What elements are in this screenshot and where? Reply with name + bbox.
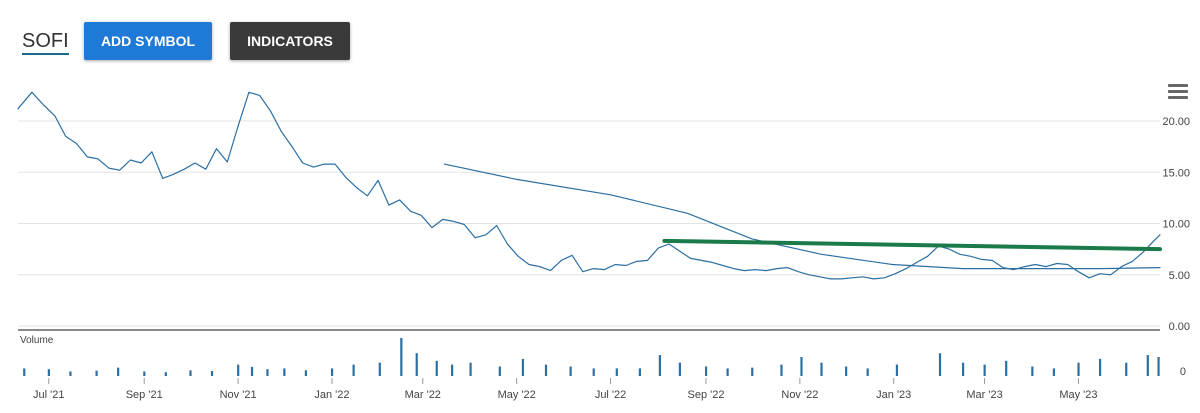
volume-bar: [726, 368, 729, 376]
volume-bar: [143, 371, 146, 376]
volume-bar: [415, 353, 418, 376]
volume-bar: [780, 364, 783, 376]
volume-bar: [451, 364, 454, 376]
symbol-name[interactable]: SOFI: [22, 30, 69, 55]
volume-label: Volume: [20, 335, 54, 346]
volume-bar: [95, 370, 98, 376]
volume-bar: [435, 360, 438, 376]
volume-bar: [866, 368, 869, 376]
hamburger-menu-icon[interactable]: [1168, 84, 1188, 100]
volume-bar: [23, 368, 26, 376]
volume-bar: [189, 370, 192, 376]
y-tick-label: 15.00: [1162, 167, 1190, 179]
volume-bar: [469, 362, 472, 376]
volume-bar: [1098, 358, 1102, 376]
volume-bar: [498, 366, 501, 376]
volume-bar: [1157, 357, 1160, 376]
x-tick-label: Jan '23: [876, 389, 911, 401]
x-tick-label: Sep '22: [687, 389, 724, 401]
volume-bar: [895, 364, 899, 376]
volume-bar: [592, 368, 595, 376]
x-tick-label: Nov '22: [781, 389, 818, 401]
volume-bar: [1077, 362, 1080, 376]
y-axis-ticks: 20.00 15.00 10.00 5.00 0.00: [1162, 116, 1190, 333]
volume-bar: [237, 364, 240, 376]
volume-zero-tick: 0: [1180, 366, 1186, 378]
volume-bar: [1005, 360, 1008, 376]
volume-bar: [1052, 368, 1056, 376]
price-line: [17, 91, 1161, 280]
volume-bar: [1125, 362, 1128, 376]
volume-bar: [47, 369, 50, 376]
volume-bar: [704, 366, 708, 376]
x-tick-label: May '23: [1059, 389, 1097, 401]
volume-bar: [210, 371, 214, 376]
y-tick-label: 20.00: [1162, 116, 1190, 128]
series-lines: [17, 91, 1162, 280]
x-tick-label: Mar '22: [405, 389, 441, 401]
x-tick-label: Jan '22: [314, 389, 349, 401]
volume-bar: [938, 353, 942, 376]
volume-bar: [615, 368, 618, 376]
volume-bar: [638, 368, 641, 376]
volume-bar: [1146, 355, 1149, 376]
volume-bar: [378, 362, 381, 376]
volume-bar: [569, 366, 572, 376]
volume-bar: [352, 364, 355, 376]
volume-bar: [266, 369, 269, 376]
indicators-button[interactable]: INDICATORS: [230, 22, 350, 60]
volume-bar: [117, 367, 120, 376]
x-axis-ticks: Jul '21 Sep '21 Nov '21 Jan '22 Mar '22 May '…: [33, 378, 1098, 401]
volume-bar: [521, 358, 525, 376]
volume-bar: [304, 370, 308, 376]
moving-average-line: [443, 163, 1161, 270]
chart-grid: [18, 120, 1160, 327]
volume-bar: [283, 368, 286, 376]
volume-bar: [678, 362, 682, 376]
volume-bar: [69, 371, 72, 376]
y-tick-label: 10.00: [1162, 219, 1190, 231]
volume-bar: [1031, 366, 1034, 376]
volume-bars: [23, 338, 1160, 376]
volume-bar: [820, 362, 823, 376]
y-tick-label: 5.00: [1169, 270, 1190, 282]
volume-bar: [330, 368, 334, 376]
volume-bar: [751, 367, 754, 376]
x-tick-label: Mar '23: [966, 389, 1002, 401]
volume-bar: [544, 364, 548, 376]
volume-bar: [800, 357, 803, 376]
x-tick-label: Sep '21: [126, 389, 163, 401]
x-tick-label: Jul '22: [595, 389, 626, 401]
volume-bar: [983, 364, 986, 376]
x-tick-label: May '22: [498, 389, 536, 401]
x-tick-label: Nov '21: [220, 389, 257, 401]
trendline: [662, 238, 1162, 252]
y-tick-label: 0.00: [1169, 321, 1190, 333]
x-tick-label: Jul '21: [33, 389, 64, 401]
volume-bar: [845, 366, 848, 376]
volume-bar: [961, 362, 965, 376]
volume-bar: [658, 355, 661, 376]
volume-bar: [250, 366, 254, 376]
volume-bar: [164, 372, 167, 376]
volume-bar: [400, 338, 403, 376]
add-symbol-button[interactable]: ADD SYMBOL: [84, 22, 212, 60]
